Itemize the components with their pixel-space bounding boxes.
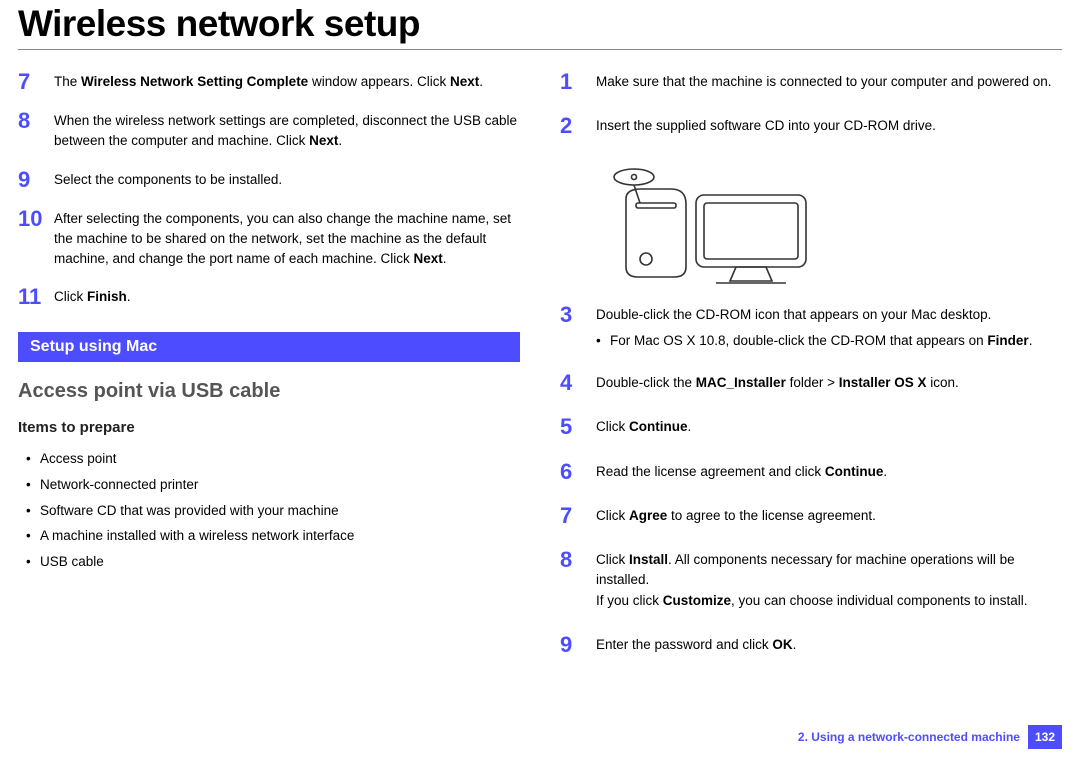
- step: 2Insert the supplied software CD into yo…: [560, 114, 1062, 142]
- step-body: Click Install. All components necessary …: [596, 548, 1062, 617]
- step-number: 4: [560, 371, 596, 394]
- list-item: Network-connected printer: [40, 472, 520, 498]
- step-body: After selecting the components, you can …: [54, 207, 520, 270]
- step-number: 7: [18, 70, 54, 93]
- step: 7The Wireless Network Setting Complete w…: [18, 70, 520, 93]
- step: 1Make sure that the machine is connected…: [560, 70, 1062, 98]
- step-number: 7: [560, 504, 596, 527]
- step: 9Enter the password and click OK.: [560, 633, 1062, 661]
- content-columns: 7The Wireless Network Setting Complete w…: [0, 50, 1080, 677]
- step: 11Click Finish.: [18, 285, 520, 308]
- step: 9Select the components to be installed.: [18, 168, 520, 191]
- page-footer: 2. Using a network-connected machine 132: [798, 725, 1062, 749]
- step: 7Click Agree to agree to the license agr…: [560, 504, 1062, 532]
- step-body: Make sure that the machine is connected …: [596, 70, 1062, 98]
- cd-insert-illustration: [596, 159, 816, 289]
- step-number: 2: [560, 114, 596, 137]
- step: 10After selecting the components, you ca…: [18, 207, 520, 270]
- step-body: Click Continue.: [596, 415, 1062, 443]
- step-body: Enter the password and click OK.: [596, 633, 1062, 661]
- step-body: Select the components to be installed.: [54, 168, 520, 190]
- step-body: The Wireless Network Setting Complete wi…: [54, 70, 520, 92]
- step: 8When the wireless network settings are …: [18, 109, 520, 152]
- section-bar-mac: Setup using Mac: [18, 332, 520, 362]
- step-number: 8: [18, 109, 54, 132]
- step-body: When the wireless network settings are c…: [54, 109, 520, 152]
- step: 4Double-click the MAC_Installer folder >…: [560, 371, 1062, 399]
- list-item: USB cable: [40, 549, 520, 575]
- left-column: 7The Wireless Network Setting Complete w…: [18, 70, 520, 677]
- list-item: A machine installed with a wireless netw…: [40, 523, 520, 549]
- step-sublist: For Mac OS X 10.8, double-click the CD-R…: [596, 331, 1062, 351]
- step-number: 5: [560, 415, 596, 438]
- step-body: Insert the supplied software CD into you…: [596, 114, 1062, 142]
- step-body: Read the license agreement and click Con…: [596, 460, 1062, 488]
- footer-chapter: 2. Using a network-connected machine: [798, 730, 1020, 744]
- step-number: 9: [560, 633, 596, 656]
- step: 8Click Install. All components necessary…: [560, 548, 1062, 617]
- items-to-prepare-list: Access pointNetwork-connected printerSof…: [18, 446, 520, 574]
- step-number: 6: [560, 460, 596, 483]
- step-number: 11: [18, 285, 54, 308]
- footer-page-number: 132: [1028, 725, 1062, 749]
- subhead-access-point: Access point via USB cable: [18, 380, 520, 403]
- step: 5Click Continue.: [560, 415, 1062, 443]
- step-number: 1: [560, 70, 596, 93]
- step-body: Double-click the MAC_Installer folder > …: [596, 371, 1062, 399]
- list-item: Software CD that was provided with your …: [40, 498, 520, 524]
- step-number: 8: [560, 548, 596, 571]
- step-number: 3: [560, 303, 596, 326]
- step-number: 10: [18, 207, 54, 230]
- step-body: Double-click the CD-ROM icon that appear…: [596, 303, 1062, 356]
- subhead-items-prepare: Items to prepare: [18, 419, 520, 436]
- page-title: Wireless network setup: [0, 0, 1080, 45]
- step-body: Click Finish.: [54, 285, 520, 307]
- right-column: 1Make sure that the machine is connected…: [560, 70, 1062, 677]
- step-number: 9: [18, 168, 54, 191]
- step: 6Read the license agreement and click Co…: [560, 460, 1062, 488]
- list-item: Access point: [40, 446, 520, 472]
- list-item: For Mac OS X 10.8, double-click the CD-R…: [610, 331, 1062, 351]
- step: 3Double-click the CD-ROM icon that appea…: [560, 303, 1062, 356]
- step-body: Click Agree to agree to the license agre…: [596, 504, 1062, 532]
